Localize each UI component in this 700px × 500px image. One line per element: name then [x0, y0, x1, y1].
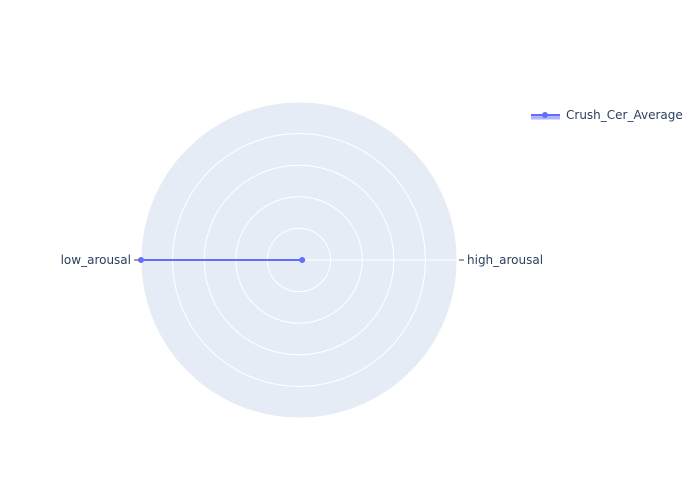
legend[interactable]: Crush_Cer_Average: [531, 108, 683, 122]
legend-item-label: Crush_Cer_Average: [566, 108, 683, 122]
angular-tick-label: high_arousal: [467, 253, 543, 267]
data-point-low_arousal[interactable]: [138, 257, 144, 263]
series-layer: [138, 257, 306, 263]
data-point-high_arousal[interactable]: [299, 257, 306, 263]
angular-tick-label: low_arousal: [61, 253, 131, 267]
angular-axis-labels: high_arousal low_arousal: [61, 253, 543, 267]
legend-marker: [542, 112, 548, 118]
